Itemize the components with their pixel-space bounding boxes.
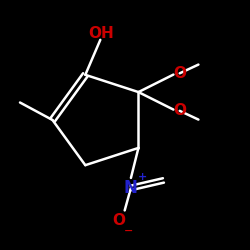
Text: +: + [138, 172, 147, 182]
Text: O: O [173, 66, 186, 81]
Text: −: − [124, 226, 133, 235]
Text: O: O [173, 103, 186, 118]
Text: OH: OH [89, 26, 115, 41]
Text: O: O [112, 213, 125, 228]
Text: N: N [124, 179, 138, 197]
